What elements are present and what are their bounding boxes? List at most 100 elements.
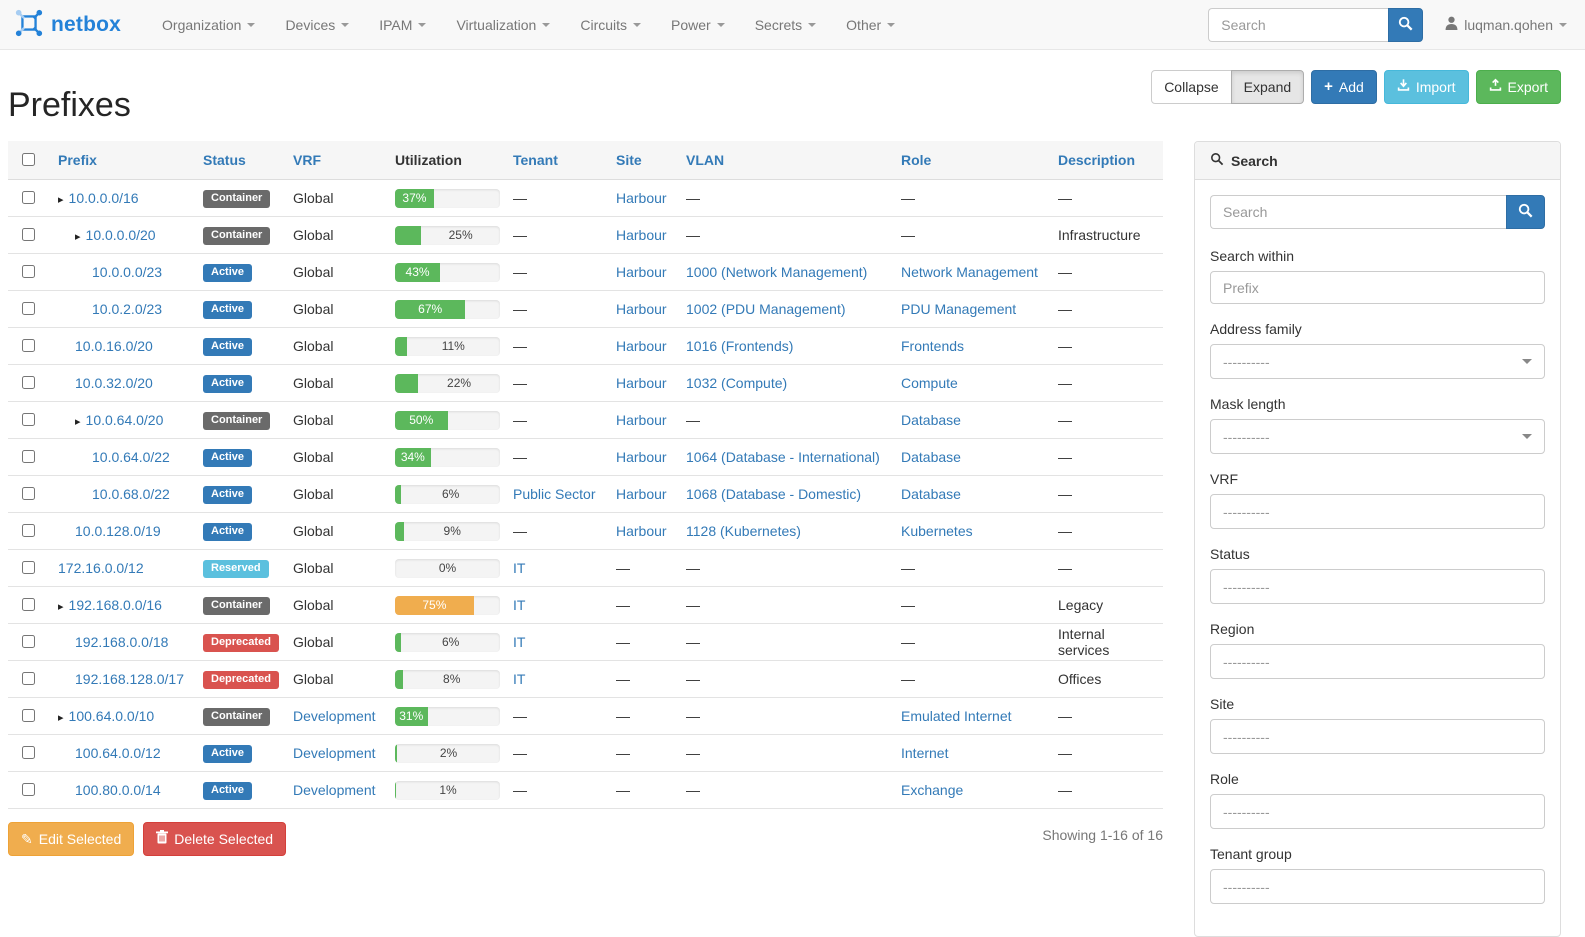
site-value[interactable]: Harbour	[616, 486, 667, 502]
vrf-value[interactable]: Development	[293, 708, 376, 724]
collapse-button[interactable]: Collapse	[1151, 70, 1232, 104]
row-checkbox[interactable]	[22, 191, 35, 204]
tenant-value[interactable]: IT	[513, 597, 526, 613]
prefix-link[interactable]: 10.0.0.0/16	[68, 190, 139, 206]
row-checkbox[interactable]	[22, 302, 35, 315]
row-checkbox[interactable]	[22, 524, 35, 537]
expand-arrow-icon[interactable]: ▸	[75, 416, 81, 428]
filter-select-site[interactable]: ----------	[1210, 719, 1545, 754]
vlan-value[interactable]: 1064 (Database - International)	[686, 449, 880, 465]
filter-search-input[interactable]	[1210, 195, 1506, 229]
prefix-link[interactable]: 10.0.68.0/22	[92, 486, 170, 502]
row-checkbox[interactable]	[22, 598, 35, 611]
edit-selected-button[interactable]: ✎ Edit Selected	[8, 822, 135, 856]
nav-menu-ipam[interactable]: IPAM	[364, 0, 441, 50]
nav-menu-organization[interactable]: Organization	[147, 0, 270, 50]
role-value[interactable]: Kubernetes	[901, 523, 973, 539]
nav-menu-power[interactable]: Power	[656, 0, 740, 50]
site-value[interactable]: Harbour	[616, 375, 667, 391]
filter-input-search-within[interactable]	[1210, 271, 1545, 304]
filter-select-status[interactable]: ----------	[1210, 569, 1545, 604]
row-checkbox[interactable]	[22, 783, 35, 796]
role-value[interactable]: Compute	[901, 375, 958, 391]
prefix-link[interactable]: 100.64.0.0/10	[68, 708, 155, 724]
column-header-description[interactable]: Description	[1058, 152, 1136, 168]
expand-arrow-icon[interactable]: ▸	[75, 231, 81, 243]
column-header-vrf[interactable]: VRF	[293, 152, 321, 168]
prefix-link[interactable]: 10.0.16.0/20	[75, 338, 153, 354]
prefix-link[interactable]: 10.0.64.0/22	[92, 449, 170, 465]
row-checkbox[interactable]	[22, 487, 35, 500]
tenant-value[interactable]: IT	[513, 671, 526, 687]
vlan-value[interactable]: 1128 (Kubernetes)	[686, 523, 801, 539]
add-button[interactable]: + Add	[1311, 70, 1377, 104]
row-checkbox[interactable]	[22, 228, 35, 241]
prefix-link[interactable]: 10.0.0.0/20	[85, 227, 156, 243]
column-header-site[interactable]: Site	[616, 152, 642, 168]
filter-select-mask-length[interactable]: ----------	[1210, 419, 1545, 454]
role-value[interactable]: Database	[901, 412, 961, 428]
site-value[interactable]: Harbour	[616, 449, 667, 465]
prefix-link[interactable]: 192.168.128.0/17	[75, 671, 184, 687]
site-value[interactable]: Harbour	[616, 190, 667, 206]
row-checkbox[interactable]	[22, 413, 35, 426]
prefix-link[interactable]: 10.0.0.0/23	[92, 264, 163, 280]
column-header-tenant[interactable]: Tenant	[513, 152, 558, 168]
prefix-link[interactable]: 192.168.0.0/18	[75, 634, 169, 650]
filter-select-vrf[interactable]: ----------	[1210, 494, 1545, 529]
column-header-vlan[interactable]: VLAN	[686, 152, 725, 168]
prefix-link[interactable]: 10.0.32.0/20	[75, 375, 153, 391]
prefix-link[interactable]: 10.0.128.0/19	[75, 523, 161, 539]
nav-menu-devices[interactable]: Devices	[270, 0, 364, 50]
prefix-link[interactable]: 10.0.64.0/20	[85, 412, 164, 428]
expand-arrow-icon[interactable]: ▸	[58, 601, 64, 613]
nav-menu-other[interactable]: Other	[831, 0, 910, 50]
nav-menu-virtualization[interactable]: Virtualization	[441, 0, 565, 50]
row-checkbox[interactable]	[22, 709, 35, 722]
vlan-value[interactable]: 1000 (Network Management)	[686, 264, 868, 280]
row-checkbox[interactable]	[22, 376, 35, 389]
export-button[interactable]: Export	[1475, 70, 1561, 104]
expand-arrow-icon[interactable]: ▸	[58, 194, 64, 206]
site-value[interactable]: Harbour	[616, 338, 667, 354]
navbar-search-button[interactable]	[1388, 7, 1424, 42]
row-checkbox[interactable]	[22, 265, 35, 278]
row-checkbox[interactable]	[22, 339, 35, 352]
role-value[interactable]: Database	[901, 486, 961, 502]
column-header-role[interactable]: Role	[901, 152, 932, 168]
import-button[interactable]: Import	[1383, 70, 1469, 104]
select-all-checkbox[interactable]	[22, 153, 35, 166]
filter-select-region[interactable]: ----------	[1210, 644, 1545, 679]
column-header-status[interactable]: Status	[203, 152, 246, 168]
tenant-value[interactable]: Public Sector	[513, 486, 596, 502]
row-checkbox[interactable]	[22, 672, 35, 685]
user-menu[interactable]: luqman.qohen	[1445, 16, 1571, 33]
filter-select-address-family[interactable]: ----------	[1210, 344, 1545, 379]
filter-select-role[interactable]: ----------	[1210, 794, 1545, 829]
netbox-logo[interactable]: netbox	[14, 8, 121, 41]
role-value[interactable]: Network Management	[901, 264, 1038, 280]
role-value[interactable]: Database	[901, 449, 961, 465]
prefix-link[interactable]: 172.16.0.0/12	[58, 560, 144, 576]
role-value[interactable]: Emulated Internet	[901, 708, 1012, 724]
role-value[interactable]: Frontends	[901, 338, 965, 354]
vlan-value[interactable]: 1002 (PDU Management)	[686, 301, 846, 317]
vlan-value[interactable]: 1016 (Frontends)	[686, 338, 794, 354]
role-value[interactable]: Internet	[901, 745, 949, 761]
column-header-prefix[interactable]: Prefix	[58, 152, 97, 168]
row-checkbox[interactable]	[22, 746, 35, 759]
tenant-value[interactable]: IT	[513, 634, 526, 650]
row-checkbox[interactable]	[22, 450, 35, 463]
site-value[interactable]: Harbour	[616, 523, 667, 539]
prefix-link[interactable]: 192.168.0.0/16	[68, 597, 162, 613]
tenant-value[interactable]: IT	[513, 560, 526, 576]
expand-button[interactable]: Expand	[1230, 70, 1305, 104]
filter-select-tenant-group[interactable]: ----------	[1210, 869, 1545, 904]
nav-menu-circuits[interactable]: Circuits	[565, 0, 656, 50]
vrf-value[interactable]: Development	[293, 745, 376, 761]
row-checkbox[interactable]	[22, 561, 35, 574]
role-value[interactable]: PDU Management	[901, 301, 1017, 317]
navbar-search-input[interactable]	[1208, 7, 1389, 42]
site-value[interactable]: Harbour	[616, 227, 667, 243]
expand-arrow-icon[interactable]: ▸	[58, 712, 64, 724]
